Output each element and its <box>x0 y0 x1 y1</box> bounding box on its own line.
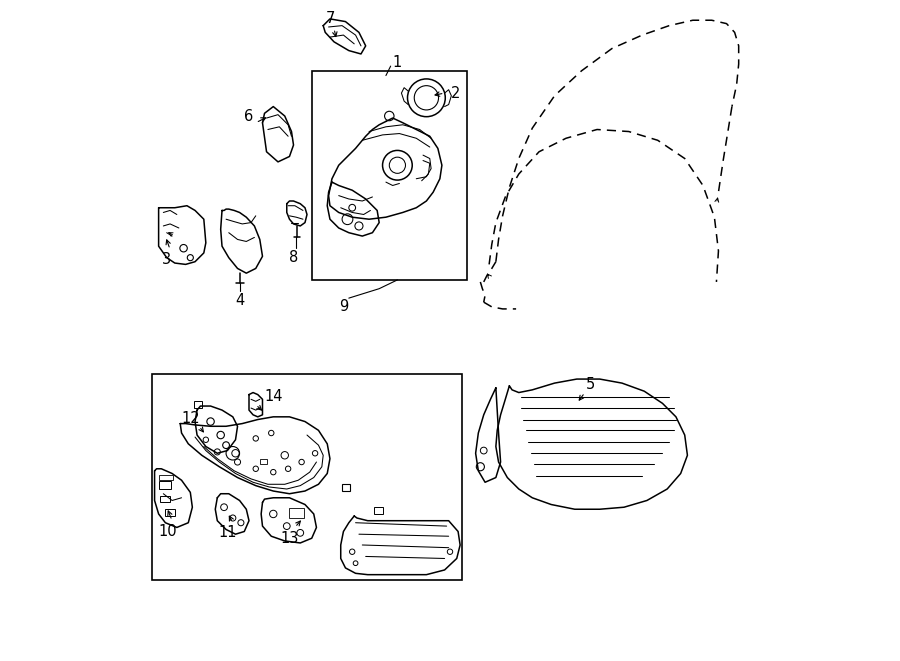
Text: 3: 3 <box>162 253 171 267</box>
Bar <box>311 71 467 280</box>
Bar <box>342 485 350 491</box>
Text: 1: 1 <box>392 55 402 69</box>
Bar <box>260 459 266 464</box>
Text: 6: 6 <box>245 108 254 124</box>
Bar <box>374 507 382 514</box>
Text: 2: 2 <box>451 85 460 100</box>
Text: 8: 8 <box>289 250 298 265</box>
Text: 12: 12 <box>181 410 200 426</box>
Bar <box>194 401 202 408</box>
Text: 10: 10 <box>158 524 177 539</box>
Text: 4: 4 <box>235 293 244 307</box>
Bar <box>152 374 462 580</box>
Bar <box>290 508 304 518</box>
Text: 11: 11 <box>218 525 237 540</box>
Text: 5: 5 <box>586 377 595 392</box>
Bar <box>160 496 170 502</box>
Bar <box>158 475 174 481</box>
Text: 9: 9 <box>338 299 348 315</box>
Bar <box>166 509 176 516</box>
Bar <box>158 481 171 489</box>
Text: 14: 14 <box>264 389 283 404</box>
Text: 7: 7 <box>325 11 335 26</box>
Text: 13: 13 <box>280 531 299 546</box>
